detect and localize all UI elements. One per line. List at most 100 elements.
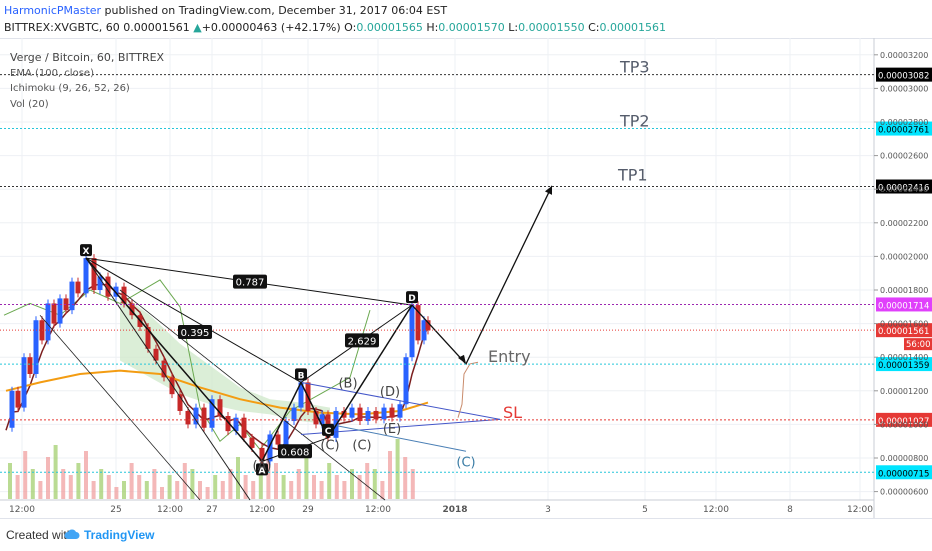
volume-bar [319, 481, 324, 499]
candle-body [193, 407, 199, 425]
y-tick-label: 0.00001000 [880, 420, 928, 429]
candle-body [357, 407, 363, 422]
volume-bar [15, 475, 20, 499]
author-link[interactable]: HarmonicPMaster [4, 4, 102, 17]
y-tick-label: 0.00001800 [880, 286, 928, 295]
price-tag-label: 0.00001027 [878, 417, 929, 427]
price-tag [876, 121, 932, 136]
ratio-box [233, 274, 267, 289]
volume-bar [312, 475, 316, 499]
volume-bar [327, 463, 332, 499]
price-tag [876, 357, 932, 372]
trend-line [119, 289, 386, 501]
price-tag [876, 67, 932, 82]
volume-bar [152, 469, 157, 499]
volume-bar [388, 451, 392, 499]
candle-body [373, 410, 379, 420]
x-tick-label: 3 [545, 505, 551, 515]
price-chart-svg[interactable]: 0.00003082 0.00002761 0.00002416 0.00001714… [0, 38, 932, 518]
price-tag [876, 465, 932, 480]
pattern-leg [85, 257, 302, 383]
price-tag-label: 0.00003082 [878, 72, 929, 82]
legend-vol[interactable]: Vol (20) [10, 98, 49, 110]
volume-bar [258, 469, 263, 499]
candle-body [45, 303, 51, 341]
volume-bar [357, 475, 362, 499]
tp3-label: TP3 [619, 58, 650, 77]
volume-bar [296, 469, 301, 499]
pattern-point-marker [80, 244, 92, 257]
candle-body [91, 258, 97, 290]
candle-body [9, 390, 15, 428]
wave-c-line [329, 423, 467, 452]
x-tick-label: 5 [642, 505, 648, 515]
volume-bar [266, 451, 271, 499]
volume-bar [38, 481, 43, 499]
volume-bar [372, 469, 377, 499]
candle-body [283, 421, 289, 445]
pattern-point-label: X [83, 247, 90, 257]
up-arrow-icon: ▲ [193, 21, 202, 34]
tradingview-brand-link[interactable]: TradingView [84, 528, 155, 542]
legend-title: Verge / Bitcoin, 60, BITTREX [10, 51, 165, 64]
symbol-label: BITTREX:XVGBTC, 60 [4, 21, 120, 34]
legend-ema[interactable]: EMA (100, close) [10, 67, 94, 79]
volume-bar [350, 469, 354, 499]
pattern-point-marker [322, 423, 334, 436]
candle-body [389, 407, 395, 418]
candle-body [217, 399, 223, 416]
wave-label: (D) [380, 385, 400, 400]
chart-area[interactable]: 0.00003082 0.00002761 0.00002416 0.00001714… [0, 38, 932, 518]
candle-body [97, 276, 103, 290]
y-tick-label: 0.00002600 [880, 152, 928, 161]
low-label: L: [508, 21, 519, 34]
x-tick-label: 12:00 [365, 505, 391, 515]
volume-bar [30, 469, 35, 499]
candle-body [75, 281, 81, 294]
pattern-point-marker [295, 368, 307, 381]
y-tick-label: 0.00002000 [880, 252, 928, 261]
volume-bar [304, 457, 309, 499]
pattern-point-marker [406, 291, 418, 304]
candle-body [129, 303, 135, 316]
volume-bar [289, 481, 294, 499]
entry-label: Entry [488, 347, 531, 366]
forecast-arrow-head [544, 185, 553, 195]
volume-bar [365, 463, 370, 499]
volume-bar [228, 469, 233, 499]
candle-body [421, 320, 427, 341]
volume-bar [243, 475, 248, 499]
close-value: 0.00001561 [599, 21, 666, 34]
candle-body [161, 360, 167, 378]
candle-body [425, 320, 431, 331]
high-label: H: [426, 21, 439, 34]
x-tick-label: 25 [110, 505, 121, 515]
created-with-text: Created with [6, 528, 74, 542]
volume-bar [403, 457, 408, 499]
candle-body [241, 417, 247, 438]
x-tick-label: 12:00 [249, 505, 275, 515]
volume-bar [137, 475, 142, 499]
candle-body [105, 276, 111, 297]
legend-ichimoku[interactable]: Ichimoku (9, 26, 52, 26) [10, 83, 130, 94]
x-tick-label: 27 [206, 505, 217, 515]
volume-bar [236, 457, 240, 499]
y-tick-label: 0.00003200 [880, 51, 928, 60]
x-tick-label: 8 [787, 505, 793, 515]
candle-body [415, 305, 421, 341]
price-tag-label: 0.00001714 [878, 301, 929, 311]
countdown-label: 56:00 [906, 340, 931, 350]
volume-bar [167, 475, 172, 499]
volume-bar [114, 487, 119, 499]
candle-body [33, 320, 39, 374]
volume-bar [182, 463, 187, 499]
y-tick-label: 0.00001600 [880, 320, 928, 329]
price-tag-label: 0.00000715 [878, 469, 929, 479]
volume-bar [91, 481, 96, 499]
volume-bar [198, 481, 202, 499]
ratio-box [345, 333, 379, 348]
candle-body [319, 414, 325, 425]
candle-body [397, 404, 403, 418]
indicator-legend: Verge / Bitcoin, 60, BITTREX EMA (100, c… [10, 50, 164, 112]
ratio-label: 0.395 [181, 328, 210, 339]
